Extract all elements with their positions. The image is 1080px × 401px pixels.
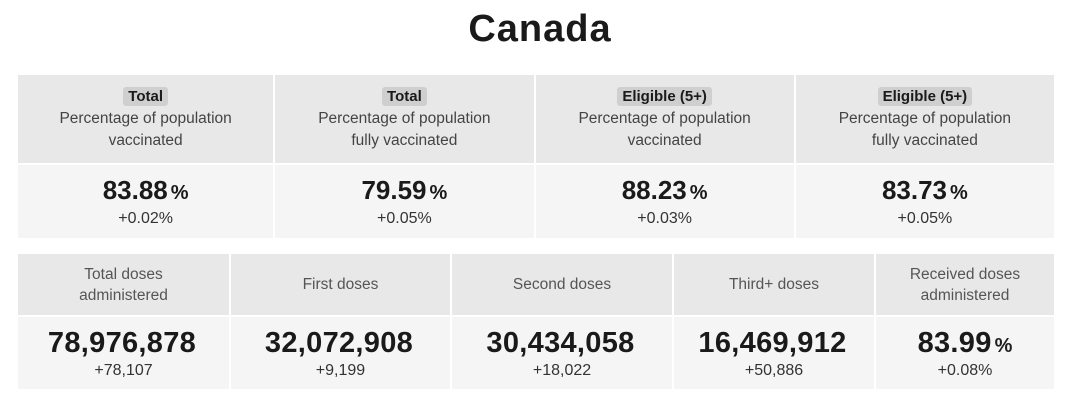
stat-delta: +0.03% — [637, 210, 692, 227]
stat-value: 30,434,058 — [486, 327, 635, 359]
dose-cards-row: Total doses administered 78,976,878 +78,… — [18, 254, 1054, 389]
card-total-vaccinated: Total Percentage of population vaccinate… — [18, 75, 274, 238]
card-label-line1: First doses — [302, 276, 379, 293]
stat-delta: +0.02% — [118, 210, 173, 227]
card-label-line2: administered — [79, 286, 168, 304]
stat-value: 83.99 — [917, 327, 992, 359]
stat-value: 16,469,912 — [698, 327, 847, 359]
stat-delta: +0.05% — [377, 210, 432, 227]
stat-unit: % — [994, 335, 1013, 357]
stat-delta: +0.05% — [897, 210, 953, 227]
stat-value: 83.88 — [102, 175, 168, 205]
stat-value: 83.73 — [881, 175, 948, 205]
card-label-line1: Percentage of population — [578, 109, 751, 127]
card-label-line1: Second doses — [512, 276, 612, 293]
card-label-line1: Percentage of population — [59, 109, 232, 127]
category-badge: Total — [382, 86, 427, 106]
stat-unit: % — [429, 182, 448, 204]
card-third-doses: Third+ doses 16,469,912 +50,886 — [674, 254, 874, 389]
card-label-line2: fully vaccinated — [871, 131, 978, 149]
stat-value: 79.59 — [361, 175, 427, 205]
stat-delta: +50,886 — [744, 362, 804, 379]
category-badge: Total — [123, 86, 168, 106]
card-label-line2: administered — [920, 286, 1010, 304]
card-total-fully-vaccinated: Total Percentage of population fully vac… — [275, 75, 534, 238]
category-badge: Eligible (5+) — [877, 86, 973, 106]
category-badge: Eligible (5+) — [617, 86, 712, 106]
card-label-line2: fully vaccinated — [351, 131, 458, 149]
card-eligible-vaccinated: Eligible (5+) Percentage of population v… — [535, 75, 794, 238]
stat-delta: +18,022 — [532, 362, 592, 379]
stat-unit: % — [950, 182, 968, 204]
stat-value: 78,976,878 — [47, 327, 197, 359]
card-received-doses: Received doses administered 83.99% +0.08… — [876, 254, 1054, 389]
card-label-line1: Percentage of population — [318, 109, 491, 127]
stat-delta: +9,199 — [315, 362, 366, 379]
card-total-doses: Total doses administered 78,976,878 +78,… — [18, 254, 229, 389]
card-label-line2: vaccinated — [108, 131, 183, 149]
stat-value: 88.23 — [621, 175, 687, 205]
stat-unit: % — [689, 182, 708, 204]
card-label-line1: Third+ doses — [728, 276, 820, 293]
card-second-doses: Second doses 30,434,058 +18,022 — [452, 254, 672, 389]
page-title: Canada — [468, 8, 612, 50]
stat-value: 32,072,908 — [264, 327, 414, 359]
card-eligible-fully-vaccinated: Eligible (5+) Percentage of population f… — [795, 75, 1054, 238]
stat-delta: +78,107 — [94, 362, 153, 379]
percentage-cards-row: Total Percentage of population vaccinate… — [18, 75, 1054, 238]
card-label-line2: vaccinated — [627, 131, 702, 149]
card-first-doses: First doses 32,072,908 +9,199 — [231, 254, 450, 389]
stat-delta: +0.08% — [937, 362, 993, 379]
stat-unit: % — [170, 182, 189, 204]
card-label-line1: Received doses — [909, 265, 1021, 283]
card-label-line1: Total doses — [84, 265, 163, 283]
card-label-line1: Percentage of population — [838, 109, 1012, 127]
